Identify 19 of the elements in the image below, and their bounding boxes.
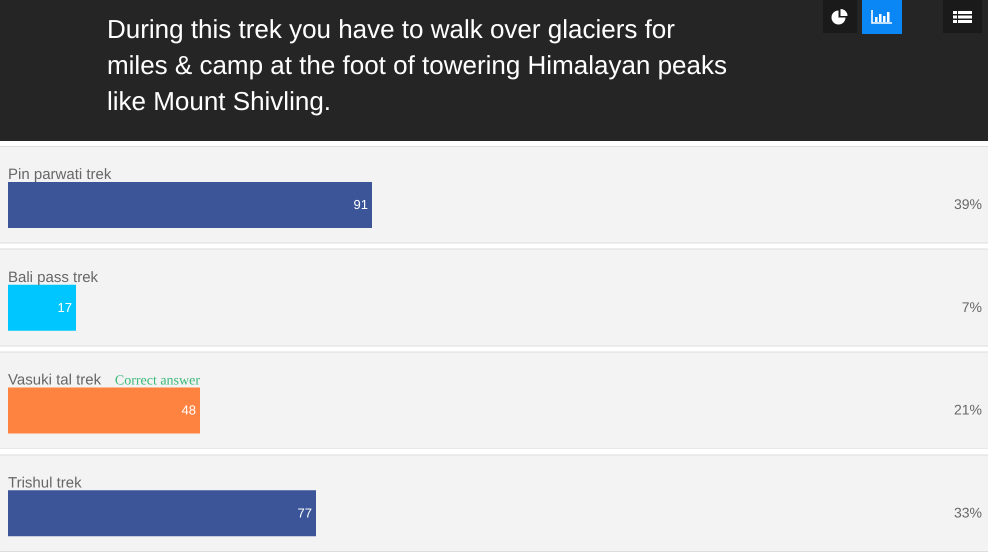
y-tick-label: Trishul trek — [8, 474, 82, 492]
bar — [8, 490, 316, 536]
text: 33% — [954, 504, 982, 520]
data-label: 48 — [182, 402, 196, 418]
data-label: 77 — [298, 505, 312, 520]
bar — [8, 284, 76, 331]
bar — [8, 388, 200, 434]
y-tick-label: Vasuki tal trek — [8, 372, 102, 388]
annotation: Correct answer — [114, 374, 200, 388]
text: 7% — [962, 298, 982, 315]
bar — [8, 182, 372, 228]
y-tick-label: Pin parwati trek — [8, 166, 112, 183]
chart-title: During this trek you have to walk over glaciers for miles & camp at the foot of towering Himalayan peaks like Mount Shivling. — [107, 13, 727, 118]
data-label: 91 — [354, 197, 368, 212]
data-label: 17 — [58, 300, 72, 315]
header-bar: During this trek you have to walk over glaciers for miles & camp at the foot of towering Himalayan peaks like Mount Shivling. — [0, 0, 988, 141]
y-tick-label: Bali pass trek — [8, 268, 99, 286]
text: 21% — [954, 402, 982, 418]
text: 39% — [954, 196, 982, 212]
